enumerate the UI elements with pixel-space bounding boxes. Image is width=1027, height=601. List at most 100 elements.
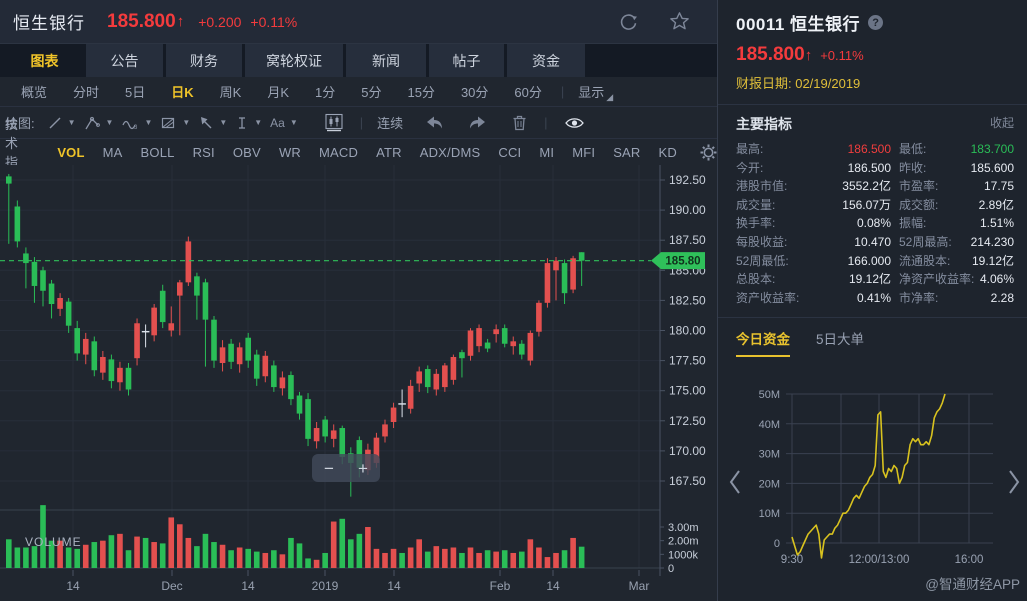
indicator-cci[interactable]: CCI xyxy=(498,144,522,160)
period-tab-5min[interactable]: 5分 xyxy=(361,85,382,100)
period-tab-monthly-k[interactable]: 月K xyxy=(267,85,289,100)
pattern-tool-caret[interactable]: ▼ xyxy=(182,118,191,127)
period-tab-intraday[interactable]: 分时 xyxy=(73,85,100,100)
svg-text:50M: 50M xyxy=(759,389,780,401)
indicator-macd[interactable]: MACD xyxy=(319,144,359,160)
main-tab-news[interactable]: 新闻 xyxy=(346,44,426,77)
pitchfork-tool[interactable] xyxy=(84,115,101,131)
display-menu[interactable]: 显示 ◢ xyxy=(578,85,614,102)
stat-label: 换手率: xyxy=(736,216,776,231)
svg-text:12:00/13:00: 12:00/13:00 xyxy=(849,554,910,566)
stat-row: 资产收益率: 0.41% 市净率: 2.28 xyxy=(736,289,1027,308)
svg-text:2019: 2019 xyxy=(312,579,339,593)
indicator-kd[interactable]: KD xyxy=(658,144,677,160)
stat-value: 214.230 xyxy=(970,234,1014,249)
cursor-tool[interactable] xyxy=(235,115,249,131)
indicator-rsi[interactable]: RSI xyxy=(192,144,215,160)
chart-type-button[interactable] xyxy=(324,113,344,132)
pattern-tool[interactable] xyxy=(160,115,177,131)
trash-icon[interactable] xyxy=(511,114,528,132)
fund-tab-today-funds[interactable]: 今日资金 xyxy=(736,328,790,358)
pitchfork-tool-caret[interactable]: ▼ xyxy=(105,118,114,127)
line-tool[interactable] xyxy=(47,115,63,131)
stat-value: 183.700 xyxy=(970,142,1014,156)
eye-icon[interactable] xyxy=(564,115,585,131)
indicator-ma[interactable]: MA xyxy=(102,144,123,160)
stat-label: 流通股本: xyxy=(899,253,951,268)
main-chart[interactable]: 192.50190.00187.50185.00182.50180.00177.… xyxy=(0,165,717,601)
period-tab-daily-k[interactable]: 日K xyxy=(171,85,194,100)
zoom-out-button[interactable]: − xyxy=(324,458,334,478)
stat-row: 每股收益: 10.470 52周最高: 214.230 xyxy=(736,233,1027,252)
svg-text:30M: 30M xyxy=(759,449,780,461)
indicator-obv[interactable]: OBV xyxy=(232,144,261,160)
wave-tool[interactable]: 3 xyxy=(121,115,139,131)
main-tab-financials[interactable]: 财务 xyxy=(166,44,242,77)
arrow-tool-caret[interactable]: ▼ xyxy=(219,118,228,127)
main-indicators-title: 主要指标 xyxy=(736,116,792,132)
cursor-tool-caret[interactable]: ▼ xyxy=(254,118,263,127)
svg-text:170.00: 170.00 xyxy=(669,444,706,458)
prev-chevron-icon[interactable] xyxy=(728,468,742,501)
stat-label: 52周最高: xyxy=(899,234,952,249)
svg-text:14: 14 xyxy=(66,579,80,593)
stat-row: 港股市值: 3552.2亿 市盈率: 17.75 xyxy=(736,177,1027,196)
fund-flow-chart[interactable]: 50M 40M 30M 20M 10M 09:30 12:00/13:00 16:00 xyxy=(718,361,1027,596)
stat-label: 资产收益率: xyxy=(736,290,800,305)
indicator-wr[interactable]: WR xyxy=(278,144,301,160)
period-tab-overview[interactable]: 概览 xyxy=(21,85,48,100)
undo-icon[interactable] xyxy=(423,114,445,132)
period-tab-15min[interactable]: 15分 xyxy=(407,85,435,100)
gear-icon[interactable] xyxy=(700,144,717,161)
divider: | xyxy=(560,84,565,99)
zoom-in-button[interactable]: + xyxy=(358,458,368,478)
period-tab-5d[interactable]: 5日 xyxy=(125,85,146,100)
text-tool-caret[interactable]: ▼ xyxy=(289,118,298,127)
main-tab-funds[interactable]: 资金 xyxy=(507,44,585,77)
stat-value: 186.500 xyxy=(847,160,891,175)
line-tool-caret[interactable]: ▼ xyxy=(67,118,76,127)
continuous-button[interactable]: 连续 xyxy=(377,116,404,131)
period-tab-1min[interactable]: 1分 xyxy=(315,85,336,100)
main-tab-warrants[interactable]: 窝轮权证 xyxy=(245,44,343,77)
period-tab-60min[interactable]: 60分 xyxy=(514,85,542,100)
indicator-sar[interactable]: SAR xyxy=(613,144,641,160)
svg-text:0: 0 xyxy=(774,538,780,550)
stat-value: 10.470 xyxy=(854,234,891,249)
svg-text:187.50: 187.50 xyxy=(669,233,706,247)
stat-value: 19.12亿 xyxy=(971,253,1014,268)
svg-text:14: 14 xyxy=(387,579,401,593)
indicator-mi[interactable]: MI xyxy=(539,144,555,160)
panel-change-percent: +0.11% xyxy=(820,48,864,63)
svg-text:167.50: 167.50 xyxy=(669,474,706,488)
help-icon[interactable]: ? xyxy=(868,15,884,30)
main-tab-chart[interactable]: 图表 xyxy=(6,44,83,77)
stat-row: 52周最低: 166.000 流通股本: 19.12亿 xyxy=(736,252,1027,271)
report-date: 财报日期: 02/19/2019 xyxy=(736,76,861,91)
stat-value: 2.28 xyxy=(990,290,1014,305)
fund-tab-5d-big-orders[interactable]: 5日大单 xyxy=(816,332,865,348)
stat-row: 最高: 186.500 最低: 183.700 xyxy=(736,140,1027,159)
redo-icon[interactable] xyxy=(467,114,489,132)
main-tab-announcements[interactable]: 公告 xyxy=(86,44,163,77)
indicator-atr[interactable]: ATR xyxy=(376,144,402,160)
collapse-button[interactable]: 收起 xyxy=(989,116,1014,130)
svg-text:2.00m: 2.00m xyxy=(668,536,699,548)
arrow-tool[interactable] xyxy=(198,115,214,131)
indicator-mfi[interactable]: MFI xyxy=(572,144,596,160)
indicator-adx-dms[interactable]: ADX/DMS xyxy=(419,144,481,160)
next-chevron-icon[interactable] xyxy=(1007,468,1021,501)
svg-text:20M: 20M xyxy=(759,479,780,491)
indicator-vol[interactable]: VOL xyxy=(57,144,85,160)
refresh-icon[interactable] xyxy=(618,11,640,33)
period-tab-weekly-k[interactable]: 周K xyxy=(219,85,242,100)
svg-text:190.00: 190.00 xyxy=(669,203,706,217)
svg-text:Feb: Feb xyxy=(490,579,511,593)
wave-tool-caret[interactable]: ▼ xyxy=(144,118,153,127)
star-icon[interactable] xyxy=(668,10,691,33)
text-tool[interactable]: Aa xyxy=(270,115,285,130)
indicator-boll[interactable]: BOLL xyxy=(140,144,175,160)
period-tab-30min[interactable]: 30分 xyxy=(460,85,489,100)
main-tab-posts[interactable]: 帖子 xyxy=(429,44,504,77)
